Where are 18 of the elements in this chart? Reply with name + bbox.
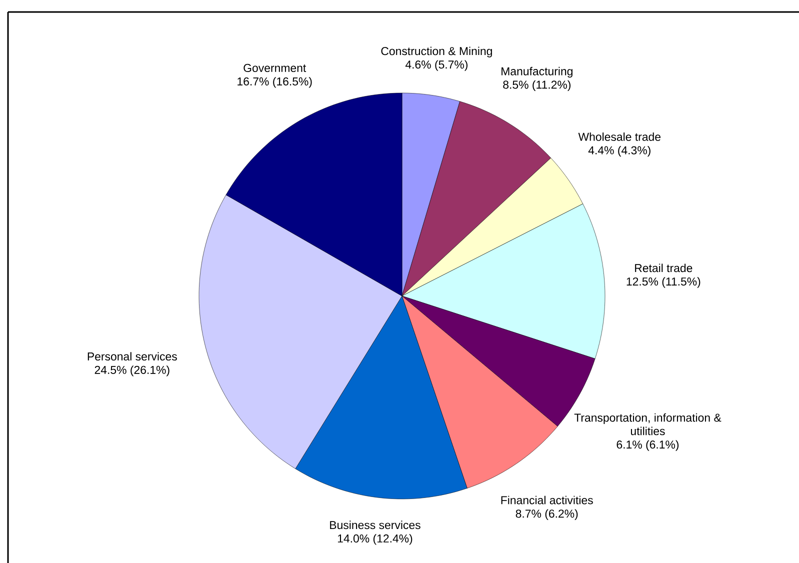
data-label: 8.5% (11.2%) xyxy=(503,80,570,92)
data-label: 4.4% (4.3%) xyxy=(588,146,650,157)
slice-label: Construction & Mining xyxy=(381,46,492,58)
data-label: 14.0% (12.4%) xyxy=(338,534,412,545)
slice-label: Wholesale trade xyxy=(578,132,660,141)
slice-label: Personal services xyxy=(88,352,177,361)
slice-label: Government xyxy=(244,64,306,72)
data-label: 4.6% (5.7%) xyxy=(405,60,468,71)
slice-label: Retail trade xyxy=(635,264,692,272)
data-label: 16.7% (16.5%) xyxy=(238,77,312,88)
data-label: 8.7% (6.2%) xyxy=(516,509,578,520)
slice-label: Business services xyxy=(330,520,420,530)
slice-label: Manufacturing xyxy=(502,66,572,78)
slice-label: Financial activities xyxy=(501,496,593,504)
data-label: 6.1% (6.1%) xyxy=(616,440,679,451)
data-label: 12.5% (11.5%) xyxy=(626,277,700,288)
slice-label: Transportation, information & utilities xyxy=(574,413,722,436)
data-label: 24.5% (26.1%) xyxy=(94,366,170,376)
